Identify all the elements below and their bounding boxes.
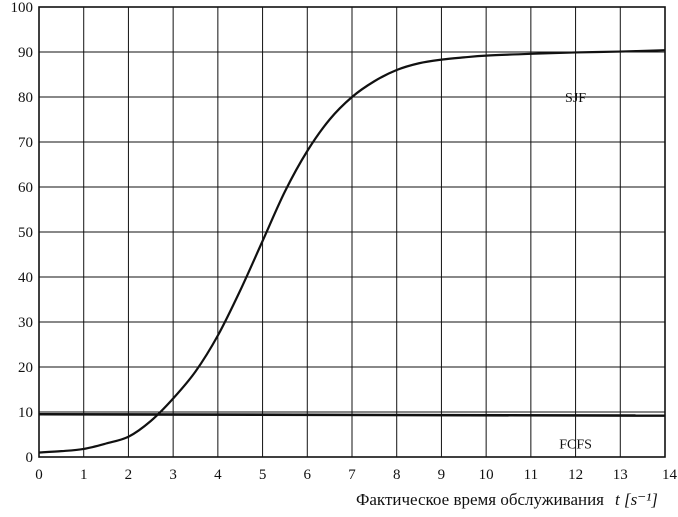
x-tick-label-1: 1: [80, 467, 88, 483]
x-tick-label-13: 13: [613, 467, 628, 483]
x-tick-label-8: 8: [393, 467, 401, 483]
x-axis-label: Фактическое время обслуживания: [356, 490, 604, 509]
x-tick-label-9: 9: [438, 467, 446, 483]
y-tick-label-4: 40: [18, 270, 33, 286]
y-tick-label-1: 10: [18, 405, 33, 421]
series-label-sjf: SJF: [565, 91, 586, 106]
y-tick-label-9: 90: [18, 45, 33, 61]
y-tick-label-0: 0: [26, 450, 34, 466]
series: [38, 49, 666, 454]
x-tick-label-5: 5: [259, 467, 267, 483]
x-tick-label-4: 4: [214, 467, 222, 483]
y-tick-label-8: 80: [18, 90, 33, 106]
x-tick-label-2: 2: [125, 467, 133, 483]
x-tick-label-7: 7: [348, 467, 356, 483]
x-tick-label-6: 6: [304, 467, 312, 483]
labels: SJF FCFS: [559, 91, 592, 453]
y-tick-label-7: 70: [18, 135, 33, 151]
x-tick-label-3: 3: [169, 467, 177, 483]
y-tick-label-5: 50: [18, 225, 33, 241]
plot-frame: [38, 6, 666, 458]
x-tick-label-12: 12: [568, 467, 583, 483]
y-tick-label-2: 20: [18, 360, 33, 376]
y-tick-label-6: 60: [18, 180, 33, 196]
y-tick-label-3: 30: [18, 315, 33, 331]
grid: [38, 6, 666, 458]
series-label-fcfs: FCFS: [559, 438, 592, 453]
series-line-sjf: [38, 49, 666, 454]
x-tick-label-0: 0: [35, 467, 43, 483]
x-tick-label-14: 14: [662, 467, 678, 483]
y-tick-label-10: 100: [11, 0, 34, 16]
x-tick-label-10: 10: [479, 467, 494, 483]
series-line-fcfs: [38, 412, 666, 417]
x-axis-unit: t [s⁻¹]: [615, 490, 658, 509]
x-tick-label-11: 11: [524, 467, 538, 483]
